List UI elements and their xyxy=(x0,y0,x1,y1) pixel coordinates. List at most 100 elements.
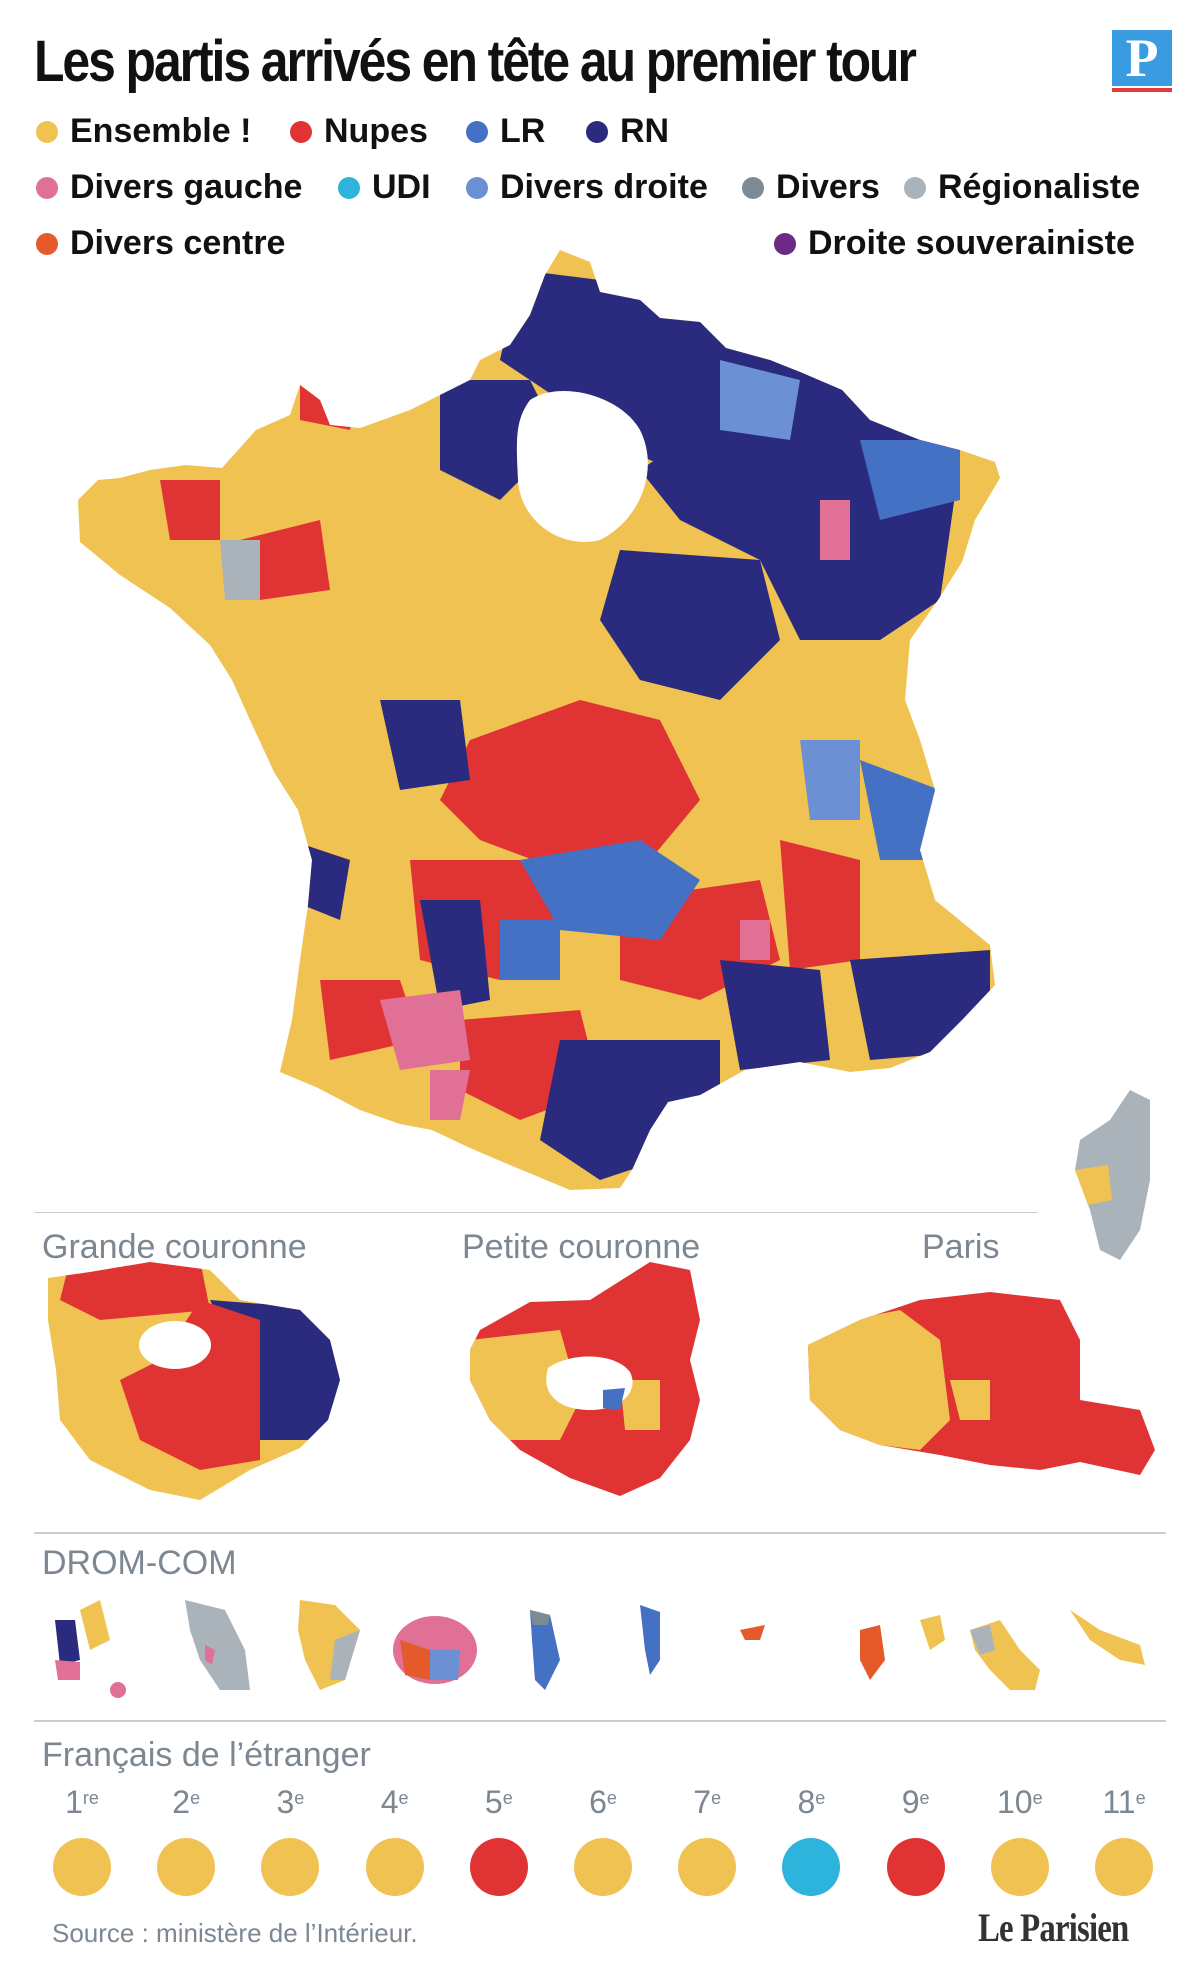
constituency-number: 11 xyxy=(1102,1784,1136,1820)
abroad-constituency: 8e xyxy=(771,1780,851,1896)
section-title-petite-couronne: Petite couronne xyxy=(462,1228,701,1266)
legend-item-divers-gauche: Divers gauche xyxy=(36,168,302,207)
section-title-paris: Paris xyxy=(922,1228,1000,1266)
abroad-constituency: 10e xyxy=(980,1780,1060,1896)
constituency-result-dot xyxy=(574,1838,632,1896)
section-title-grande-couronne: Grande couronne xyxy=(42,1228,307,1266)
legend-dot-icon xyxy=(36,232,58,255)
constituency-number: 9 xyxy=(901,1784,920,1820)
constituency-label: 11e xyxy=(1084,1780,1164,1824)
legend-dot-icon xyxy=(742,176,764,199)
constituency-suffix: e xyxy=(606,1788,617,1808)
constituency-number: 6 xyxy=(589,1784,607,1820)
constituency-number: 1 xyxy=(65,1784,83,1820)
constituency-result-dot xyxy=(1095,1838,1153,1896)
divider xyxy=(34,1720,1166,1722)
paris-area-hole xyxy=(516,391,648,542)
constituency-label: 2e xyxy=(146,1780,226,1824)
section-title-etranger: Français de l’étranger xyxy=(42,1736,371,1774)
legend-dot-icon xyxy=(338,176,360,199)
legend-item-lr: LR xyxy=(466,112,545,151)
abroad-constituency: 9e xyxy=(876,1780,956,1896)
abroad-constituency: 4e xyxy=(355,1780,435,1896)
abroad-constituency: 7e xyxy=(667,1780,747,1896)
abroad-constituency: 2e xyxy=(146,1780,226,1896)
constituency-result-dot xyxy=(53,1838,111,1896)
constituency-label: 7e xyxy=(667,1780,747,1824)
divider xyxy=(34,1532,1166,1534)
legend-item-udi: UDI xyxy=(338,168,431,207)
constituency-suffix: e xyxy=(1032,1788,1043,1808)
brand-logo: Le Parisien xyxy=(978,1905,1129,1950)
constituency-result-dot xyxy=(261,1838,320,1896)
constituency-number: 10 xyxy=(996,1784,1033,1820)
legend-dot-icon xyxy=(290,120,312,143)
constituency-suffix: e xyxy=(919,1788,930,1808)
constituency-number: 7 xyxy=(693,1784,712,1820)
legend-item-droite-souverainiste: Droite souverainiste xyxy=(774,224,1135,263)
france-map xyxy=(78,250,1000,1190)
constituency-number: 3 xyxy=(276,1784,295,1820)
constituency-result-dot xyxy=(365,1838,424,1896)
le-parisien-logo-icon: P xyxy=(1112,30,1172,92)
legend-dot-icon xyxy=(466,176,488,199)
legend-label: Divers xyxy=(776,168,880,206)
constituency-suffix: e xyxy=(815,1788,826,1808)
corsica-ensemble xyxy=(1075,1165,1112,1205)
constituency-result-dot xyxy=(469,1838,528,1896)
constituency-label: 10e xyxy=(980,1780,1060,1824)
source-note: Source : ministère de l’Intérieur. xyxy=(52,1918,418,1948)
legend-item-regionaliste: Régionaliste xyxy=(904,168,1140,207)
legend-label: Nupes xyxy=(324,112,428,150)
legend-dot-icon xyxy=(586,120,608,143)
legend-label: Droite souverainiste xyxy=(808,224,1135,262)
legend-dot-icon xyxy=(466,120,488,143)
constituency-result-dot xyxy=(157,1838,216,1896)
divider xyxy=(34,1212,1038,1213)
page-title: Les partis arrivés en tête au premier to… xyxy=(34,29,917,94)
constituency-number: 8 xyxy=(797,1784,816,1820)
legend-label: RN xyxy=(620,112,670,150)
constituency-number: 5 xyxy=(484,1784,503,1820)
drom-com-maps xyxy=(55,1600,1145,1698)
section-title-drom-com: DROM-COM xyxy=(42,1544,237,1582)
legend-item-nupes: Nupes xyxy=(290,112,428,151)
legend-dot-icon xyxy=(904,176,926,199)
abroad-constituency: 6e xyxy=(563,1780,643,1896)
legend-label: Divers gauche xyxy=(70,168,303,206)
constituency-label: 3e xyxy=(250,1780,330,1824)
abroad-constituency: 3e xyxy=(250,1780,330,1896)
abroad-constituency: 1re xyxy=(42,1780,122,1896)
constituency-label: 6e xyxy=(563,1780,643,1824)
legend-label: Ensemble ! xyxy=(70,112,252,150)
legend-item-divers-centre: Divers centre xyxy=(36,224,285,263)
constituency-suffix: e xyxy=(711,1788,722,1808)
constituency-label: 5e xyxy=(459,1780,539,1824)
constituency-result-dot xyxy=(886,1838,945,1896)
constituency-suffix: e xyxy=(190,1788,201,1808)
abroad-constituency: 11e xyxy=(1084,1780,1164,1896)
constituency-label: 8e xyxy=(771,1780,851,1824)
legend-label: Divers centre xyxy=(70,224,286,262)
constituency-suffix: re xyxy=(82,1788,99,1808)
abroad-constituency: 5e xyxy=(459,1780,539,1896)
constituency-suffix: e xyxy=(294,1788,305,1808)
constituency-number: 4 xyxy=(380,1784,399,1820)
corsica-map xyxy=(1075,1090,1150,1260)
constituency-result-dot xyxy=(990,1838,1049,1896)
legend-dot-icon xyxy=(36,120,58,143)
legend-dot-icon xyxy=(36,176,58,199)
constituency-result-dot xyxy=(782,1838,841,1896)
legend-item-ensemble: Ensemble ! xyxy=(36,112,251,151)
constituency-number: 2 xyxy=(172,1784,191,1820)
pc-lr-area xyxy=(603,1388,625,1410)
legend-item-divers-droite: Divers droite xyxy=(466,168,708,207)
grande-couronne-map xyxy=(48,1262,340,1500)
legend-dot-icon xyxy=(774,232,796,255)
constituency-label: 4e xyxy=(355,1780,435,1824)
constituency-label: 9e xyxy=(876,1780,956,1824)
paris-map xyxy=(808,1292,1155,1475)
constituency-suffix: e xyxy=(1135,1788,1146,1808)
legend-item-divers: Divers xyxy=(742,168,880,207)
